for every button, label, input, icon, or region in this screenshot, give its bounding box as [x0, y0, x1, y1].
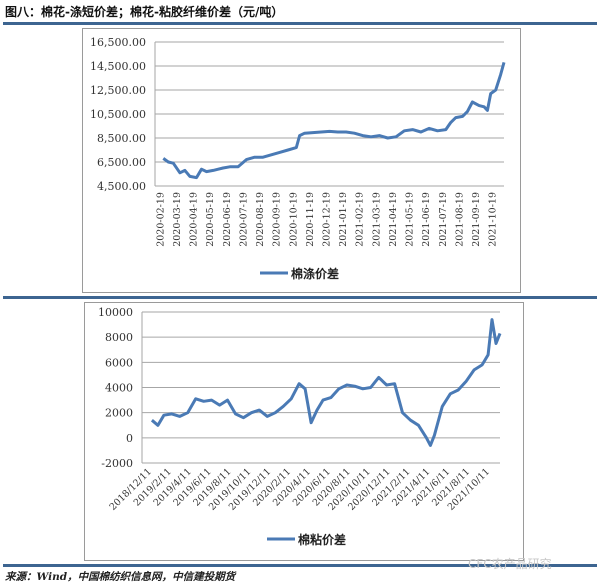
x-tick-label: 2021-01-19: [338, 192, 349, 247]
y-tick-label: 6,500.00: [97, 156, 146, 169]
y-tick-label: 4000: [105, 382, 133, 395]
x-tick-label: 2020-06-19: [222, 192, 233, 247]
y-tick-label: 8000: [105, 331, 133, 344]
x-tick-label: 2021-10-19: [488, 192, 499, 247]
y-tick-label: 12,500.00: [90, 84, 146, 97]
y-tick-label: -2000: [101, 457, 133, 470]
y-tick-label: 10000: [98, 306, 133, 319]
x-tick-label: 2021-04-19: [388, 192, 399, 247]
x-tick-label: 2021-03-19: [371, 192, 382, 247]
chart-bottom-frame: [84, 302, 524, 561]
x-tick-label: 2020-02-19: [155, 192, 166, 247]
x-tick-label: 2020-05-19: [205, 192, 216, 247]
x-tick-label: 2021-09-19: [471, 192, 482, 247]
x-tick-label: 2020-04-19: [189, 192, 200, 247]
x-tick-label: 2020-03-19: [172, 192, 183, 247]
y-tick-label: 6000: [105, 356, 133, 369]
x-tick-label: 2020-12-19: [322, 192, 333, 247]
y-tick-label: 2000: [105, 407, 133, 420]
x-tick-label: 2020-08-19: [255, 192, 266, 247]
x-tick-label: 2021-02-19: [355, 192, 366, 247]
x-tick-label: 2020-07-19: [238, 192, 249, 247]
y-tick-label: 16,500.00: [90, 36, 146, 49]
x-tick-label: 2020-09-19: [272, 192, 283, 247]
source-note: 来源：Wind，中国棉纺织信息网，中信建投期货: [5, 571, 236, 583]
x-tick-label: 2021-05-19: [405, 192, 416, 247]
x-tick-label: 2021-08-19: [454, 192, 465, 247]
title-rule: [3, 22, 597, 25]
mid-rule: [3, 296, 597, 299]
y-tick-label: 8,500.00: [97, 132, 146, 145]
figure-title: 图八：棉花-涤短价差；棉花-粘胶纤维价差（元/吨）: [5, 5, 284, 19]
watermark: CFC农产品研究: [468, 557, 552, 571]
series-line: [162, 62, 506, 180]
x-tick-label: 2020-10-19: [288, 192, 299, 247]
series-line: [150, 318, 502, 447]
legend-label: 棉涤价差: [291, 266, 339, 281]
bottom-rule: [3, 564, 597, 567]
x-tick-label: 2020-11-19: [305, 192, 316, 247]
y-tick-label: 0: [126, 432, 133, 445]
x-tick-label: 2021-07-19: [438, 192, 449, 247]
y-tick-label: 4,500.00: [97, 180, 146, 193]
y-tick-label: 14,500.00: [90, 60, 146, 73]
y-tick-label: 10,500.00: [90, 108, 146, 121]
x-tick-label: 2021-06-19: [421, 192, 432, 247]
legend-label: 棉粘价差: [298, 532, 346, 547]
